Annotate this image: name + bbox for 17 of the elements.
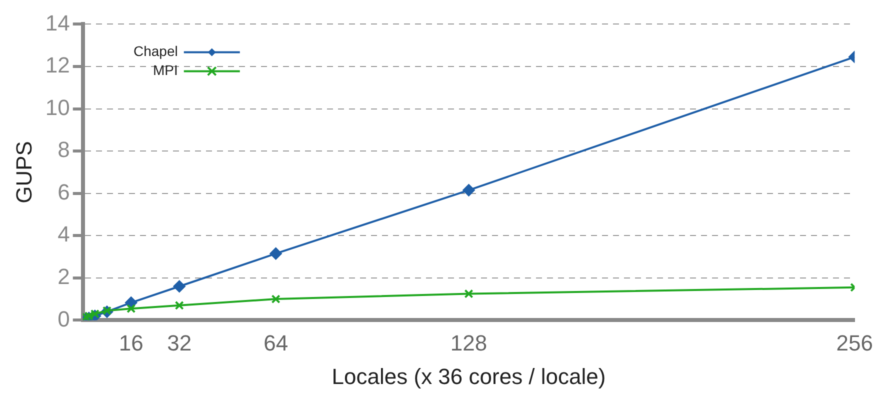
legend-label: Chapel [133,43,178,60]
y-tick-label: 14 [45,10,70,36]
y-tick-label: 10 [45,94,70,120]
x-tick-label: 16 [118,330,144,356]
x-tick-label: 128 [450,330,488,356]
y-tick-label: 12 [45,52,70,78]
legend-label: MPI [152,62,178,78]
y-tick-label: 6 [58,179,70,204]
x-tick-label: 256 [836,330,874,356]
y-tick-label: 0 [58,306,70,332]
y-tick-label: 8 [58,137,70,162]
y-tick-label: 2 [58,264,70,289]
x-axis-title: Locales (x 36 cores / locale) [332,364,606,389]
y-tick-label: 4 [58,222,70,247]
y-axis-title: GUPS [11,141,36,204]
x-tick-label: 64 [264,330,288,356]
x-tick-label: 32 [167,330,192,356]
